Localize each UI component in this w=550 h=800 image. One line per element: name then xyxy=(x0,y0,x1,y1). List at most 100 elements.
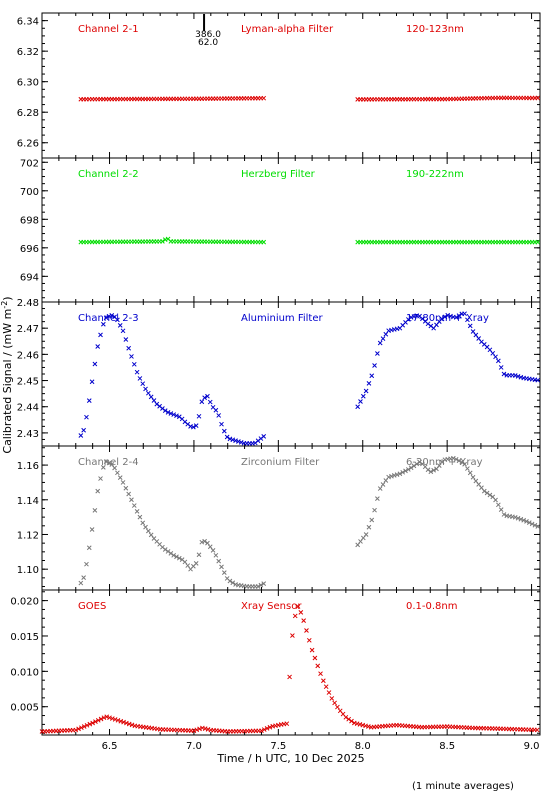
data-point xyxy=(95,344,101,349)
y-tick-label: 1.16 xyxy=(17,461,39,472)
data-point xyxy=(78,580,84,586)
data-point xyxy=(194,727,200,733)
y-tick-label: 702 xyxy=(20,158,39,169)
data-point xyxy=(343,714,349,720)
data-point xyxy=(98,332,103,338)
data-point xyxy=(255,584,261,589)
y-axis-label-main: Calibrated Signal / (mW m xyxy=(1,309,14,454)
data-point xyxy=(309,647,315,653)
data-point xyxy=(193,423,199,428)
data-point xyxy=(213,552,219,558)
data-point xyxy=(397,471,403,477)
data-point xyxy=(120,328,126,334)
panel-filter-name: Herzberg Filter xyxy=(241,169,316,180)
data-point xyxy=(129,497,134,503)
data-point xyxy=(411,463,417,469)
data-point xyxy=(335,704,340,710)
data-point xyxy=(124,720,129,726)
data-point xyxy=(521,517,527,523)
annotation-bottom-value: 62.0 xyxy=(198,38,218,48)
data-point xyxy=(81,427,86,433)
data-point xyxy=(267,724,273,730)
data-point xyxy=(89,527,95,532)
data-point xyxy=(84,414,89,420)
data-point xyxy=(526,520,532,526)
data-point xyxy=(118,718,124,724)
data-point xyxy=(512,514,518,520)
data-point xyxy=(109,716,115,721)
data-point xyxy=(375,496,380,501)
data-point xyxy=(79,725,84,731)
data-point xyxy=(221,428,227,434)
data-point xyxy=(76,726,81,732)
y-tick-label: 0.010 xyxy=(10,667,39,678)
data-point xyxy=(487,492,493,498)
y-tick-label: 2.48 xyxy=(17,298,39,309)
averaging-note: (1 minute averages) xyxy=(412,781,514,792)
y-tick-label: 2.47 xyxy=(17,324,39,335)
data-point xyxy=(417,459,422,465)
data-point xyxy=(162,408,168,414)
data-point xyxy=(115,470,120,476)
data-point xyxy=(318,671,323,677)
data-point xyxy=(259,728,264,734)
data-point xyxy=(100,465,106,470)
data-point xyxy=(515,374,521,379)
data-point xyxy=(431,467,437,473)
y-axis-label-close: ) xyxy=(1,296,14,300)
series-points xyxy=(78,236,541,245)
data-point xyxy=(498,507,504,512)
data-point xyxy=(481,488,487,494)
data-point xyxy=(436,463,442,469)
data-point xyxy=(216,558,222,564)
data-point xyxy=(191,424,196,430)
data-point xyxy=(98,716,104,722)
series-points xyxy=(39,604,540,734)
series-points xyxy=(78,95,541,102)
data-point xyxy=(81,724,87,729)
data-point xyxy=(534,727,540,733)
data-point xyxy=(174,554,179,560)
data-point xyxy=(101,715,107,721)
data-point xyxy=(196,552,202,558)
data-point xyxy=(84,722,90,728)
data-point xyxy=(261,727,267,732)
x-tick-label: 8.5 xyxy=(439,741,455,752)
data-point xyxy=(103,315,109,321)
panel-2: 694 696 698 700 702 Channel 2-2 Herzberg Filte… xyxy=(20,157,541,303)
data-point xyxy=(134,369,140,375)
data-point xyxy=(261,239,267,245)
data-point xyxy=(207,399,213,405)
data-point xyxy=(290,633,295,638)
data-point xyxy=(535,95,541,101)
x-tick-label: 7.5 xyxy=(270,741,286,752)
data-point xyxy=(408,465,414,471)
data-point xyxy=(465,466,470,471)
data-point xyxy=(304,628,309,633)
data-point xyxy=(369,373,375,379)
series-points xyxy=(78,311,541,446)
data-point xyxy=(456,313,462,318)
data-point xyxy=(448,313,453,319)
data-point xyxy=(363,532,369,537)
y-tick-label: 2.43 xyxy=(17,429,39,440)
data-point xyxy=(221,570,227,576)
data-point xyxy=(117,475,123,480)
data-point xyxy=(202,395,207,401)
data-point xyxy=(148,532,154,538)
data-point xyxy=(93,719,98,725)
data-point xyxy=(171,412,177,417)
data-point xyxy=(137,376,143,381)
data-point xyxy=(81,575,86,581)
data-point xyxy=(115,317,120,323)
data-point xyxy=(532,522,538,528)
data-point xyxy=(126,491,132,497)
data-point xyxy=(236,439,241,444)
data-point xyxy=(284,721,290,727)
data-point xyxy=(442,314,448,320)
data-point xyxy=(366,524,372,530)
data-point xyxy=(107,715,112,721)
data-point xyxy=(121,719,126,725)
y-tick-label: 700 xyxy=(20,187,39,198)
data-point xyxy=(185,563,191,568)
